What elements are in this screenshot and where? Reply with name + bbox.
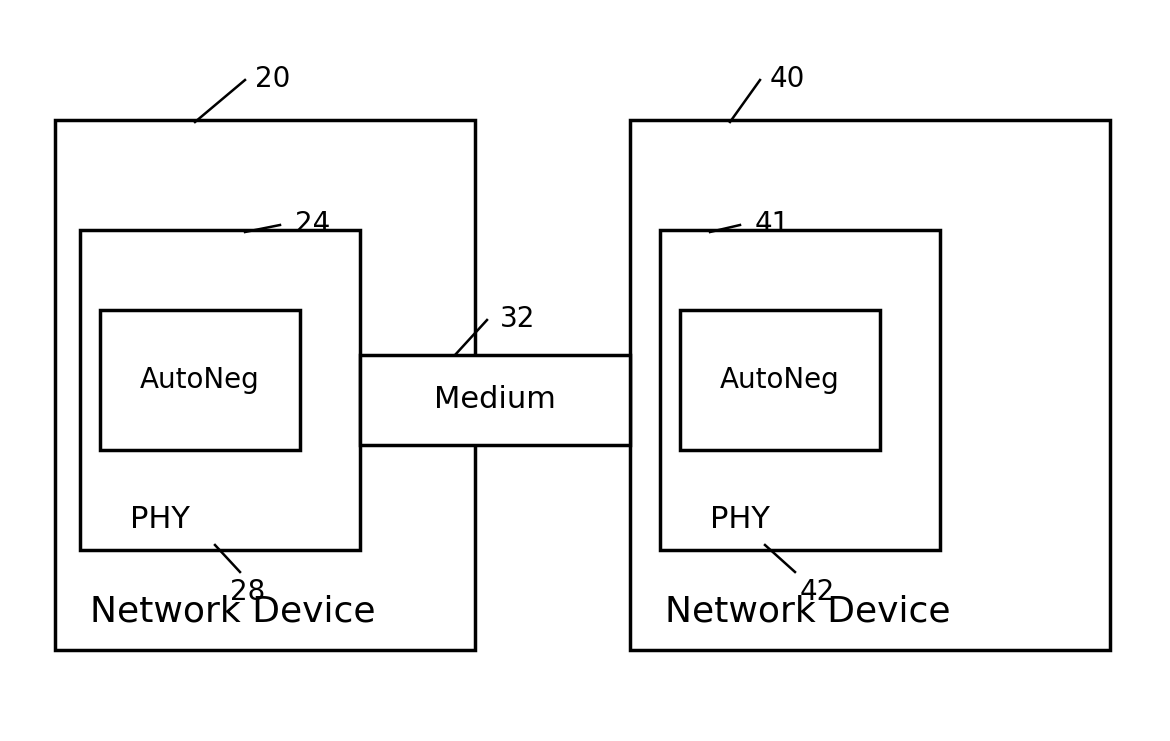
Text: 40: 40 (770, 65, 805, 93)
Text: Network Device: Network Device (665, 595, 950, 629)
Text: PHY: PHY (710, 505, 770, 534)
Bar (360, 355, 629, 445)
Text: 24: 24 (295, 210, 330, 238)
Bar (80, 230, 360, 550)
Text: 41: 41 (755, 210, 790, 238)
Text: Medium: Medium (434, 385, 556, 414)
Text: AutoNeg: AutoNeg (140, 366, 260, 394)
Bar (680, 310, 880, 450)
Bar (660, 230, 940, 550)
Bar (55, 120, 475, 650)
Text: Network Device: Network Device (90, 595, 376, 629)
Text: AutoNeg: AutoNeg (720, 366, 840, 394)
Text: 42: 42 (800, 578, 835, 606)
Text: 32: 32 (500, 305, 536, 333)
Text: PHY: PHY (130, 505, 190, 534)
Bar (99, 310, 300, 450)
Bar (629, 120, 1110, 650)
Text: 28: 28 (230, 578, 266, 606)
Text: 20: 20 (255, 65, 290, 93)
